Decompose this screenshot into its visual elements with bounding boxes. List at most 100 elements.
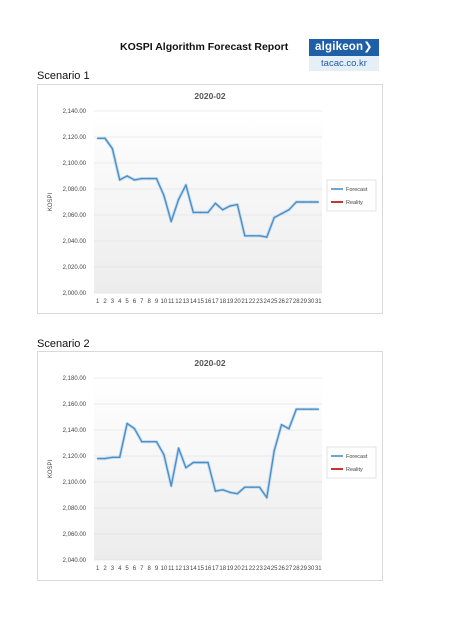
x-tick-label: 8 (147, 299, 151, 305)
data-point (104, 137, 106, 140)
line-chart-svg: 2020-02 2,040.00 2,060.00 2,080.00 2,100.00 2… (48, 358, 377, 572)
data-point (155, 440, 158, 443)
x-tick-label: 1 (96, 299, 100, 305)
data-point (133, 179, 136, 181)
x-tick-label: 23 (256, 299, 263, 305)
scenario-1-label: Scenario 1 (37, 70, 90, 82)
x-tick-label: 5 (125, 566, 129, 572)
plot-area (94, 378, 322, 560)
x-tick-label: 18 (219, 299, 226, 305)
data-point (258, 486, 261, 488)
x-tick-label: 3 (111, 566, 115, 572)
data-point (221, 489, 224, 491)
data-point (236, 492, 239, 495)
data-point (118, 179, 121, 181)
data-point (243, 235, 246, 237)
data-point (170, 485, 173, 487)
x-tick-label: 10 (161, 299, 168, 305)
x-tick-label: 2 (103, 299, 107, 305)
x-tick-label: 3 (111, 299, 115, 305)
x-tick-label: 11 (168, 566, 175, 572)
data-point (126, 422, 128, 425)
x-tick-label: 24 (263, 566, 270, 572)
data-point (111, 456, 114, 459)
report-title: KOSPI Algorithm Forecast Report (120, 41, 289, 53)
x-tick-label: 20 (234, 566, 241, 572)
logo-main: algikeon❯ (309, 39, 379, 56)
data-point (126, 175, 128, 177)
x-tick-label: 16 (205, 299, 212, 305)
x-tick-label: 13 (183, 299, 190, 305)
data-point (141, 177, 143, 180)
data-point (192, 461, 195, 464)
y-tick-label: 2,040.00 (63, 239, 87, 245)
plot-area (94, 111, 322, 293)
x-tick-label: 10 (161, 566, 168, 572)
x-tick-label: 4 (118, 299, 122, 305)
x-tick-label: 25 (271, 566, 278, 572)
x-tick-label: 31 (315, 299, 322, 305)
data-point (207, 211, 209, 214)
data-point (163, 194, 165, 197)
x-tick-label: 28 (293, 566, 300, 572)
data-point (229, 491, 231, 494)
x-tick-label: 26 (278, 299, 285, 305)
x-tick-label: 31 (315, 566, 322, 572)
y-tick-label: 2,160.00 (63, 402, 87, 408)
x-tick-label: 29 (300, 299, 307, 305)
chart-title: 2020-02 (194, 91, 225, 101)
data-point (214, 490, 217, 492)
y-tick-label: 2,120.00 (63, 454, 87, 460)
data-point (243, 486, 246, 488)
data-point (273, 216, 275, 219)
chevron-right-icon: ❯ (363, 41, 373, 53)
data-point (251, 486, 253, 488)
x-tick-label: 8 (147, 566, 151, 572)
x-tick-label: 22 (249, 566, 256, 572)
y-axis-label: KOSPI (48, 459, 54, 478)
data-point (177, 447, 180, 449)
y-tick-label: 2,120.00 (63, 135, 87, 141)
y-tick-label: 2,080.00 (63, 506, 87, 512)
y-tick-label: 2,080.00 (63, 187, 87, 193)
data-point (310, 201, 312, 203)
x-tick-label: 15 (197, 566, 204, 572)
data-point (251, 235, 253, 237)
data-point (229, 205, 231, 207)
x-tick-label: 17 (212, 566, 219, 572)
x-tick-label: 5 (125, 299, 129, 305)
logo-sub: tacac.co.kr (309, 56, 379, 71)
x-tick-label: 23 (256, 566, 263, 572)
y-tick-label: 2,060.00 (63, 213, 87, 219)
x-tick-label: 2 (103, 566, 107, 572)
x-tick-label: 13 (183, 566, 190, 572)
x-tick-label: 16 (205, 566, 212, 572)
x-tick-label: 6 (133, 566, 137, 572)
legend-box (326, 446, 377, 479)
data-point (236, 203, 239, 206)
y-tick-label: 2,020.00 (63, 265, 87, 271)
x-tick-label: 14 (190, 299, 197, 305)
data-point (302, 408, 305, 410)
scenario-2-chart: 2020-02 2,040.00 2,060.00 2,080.00 2,100.00 2… (37, 351, 383, 581)
x-tick-label: 25 (271, 299, 278, 305)
y-tick-label: 2,100.00 (63, 480, 87, 486)
data-point (221, 209, 224, 211)
x-tick-label: 14 (190, 566, 197, 572)
data-point (317, 408, 320, 410)
y-axis-label: KOSPI (48, 192, 54, 211)
data-point (280, 424, 283, 426)
data-point (207, 461, 209, 464)
data-point (273, 450, 275, 452)
y-tick-label: 2,000.00 (63, 291, 87, 297)
y-tick-label: 2,060.00 (63, 532, 87, 538)
x-tick-label: 4 (118, 566, 122, 572)
legend-label: Forecast (346, 454, 368, 460)
data-point (170, 220, 173, 223)
x-tick-label: 19 (227, 566, 234, 572)
x-tick-label: 17 (212, 299, 219, 305)
x-tick-label: 9 (155, 299, 159, 305)
data-point (302, 201, 305, 203)
y-tick-label: 2,140.00 (63, 428, 87, 434)
scenario-2-label: Scenario 2 (37, 338, 90, 350)
